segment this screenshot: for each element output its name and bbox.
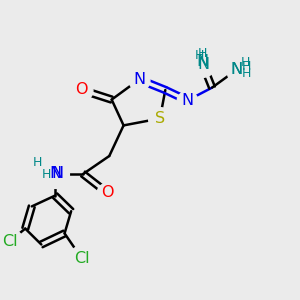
Text: Cl: Cl	[2, 234, 17, 249]
Text: N: N	[181, 93, 194, 108]
Text: O: O	[100, 185, 113, 200]
Text: H: H	[242, 67, 251, 80]
Text: N: N	[198, 57, 210, 72]
Text: N: N	[49, 167, 61, 182]
Text: H: H	[42, 167, 51, 181]
Text: H: H	[241, 56, 250, 69]
Text: N: N	[133, 72, 145, 87]
Text: H: H	[32, 155, 42, 169]
Text: H: H	[195, 49, 204, 62]
Text: N: N	[231, 62, 243, 77]
Text: N: N	[196, 54, 208, 69]
Text: O: O	[76, 82, 88, 98]
Text: S: S	[155, 111, 165, 126]
Text: H: H	[242, 59, 251, 73]
Text: N: N	[51, 167, 64, 182]
Text: N: N	[231, 62, 243, 77]
Text: H: H	[198, 47, 207, 60]
Text: Cl: Cl	[74, 251, 90, 266]
